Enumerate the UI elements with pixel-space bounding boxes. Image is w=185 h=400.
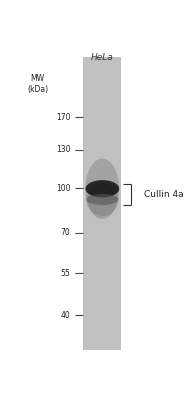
Text: 100: 100 xyxy=(56,184,70,193)
Text: 130: 130 xyxy=(56,145,70,154)
Ellipse shape xyxy=(86,183,118,216)
Text: HeLa: HeLa xyxy=(91,53,113,62)
Text: 170: 170 xyxy=(56,113,70,122)
Ellipse shape xyxy=(85,180,119,197)
Text: 40: 40 xyxy=(61,310,70,320)
Ellipse shape xyxy=(85,158,119,219)
Text: 70: 70 xyxy=(61,228,70,237)
Text: MW
(kDa): MW (kDa) xyxy=(27,74,48,94)
Text: Cullin 4a: Cullin 4a xyxy=(144,190,183,199)
Bar xyxy=(83,57,121,350)
Ellipse shape xyxy=(86,194,118,205)
Text: 55: 55 xyxy=(61,269,70,278)
